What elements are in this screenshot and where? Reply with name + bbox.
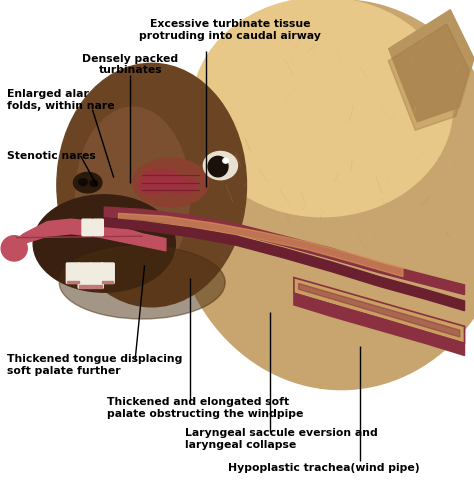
Ellipse shape [76,107,190,282]
Ellipse shape [164,177,197,193]
Polygon shape [5,219,166,256]
Ellipse shape [79,179,87,186]
FancyBboxPatch shape [90,263,103,288]
Ellipse shape [33,195,175,292]
Ellipse shape [1,236,27,261]
Text: Hypoplastic trachea(wind pipe): Hypoplastic trachea(wind pipe) [228,463,419,472]
Ellipse shape [171,0,474,390]
Text: Laryngeal saccule eversion and
laryngeal collapse: Laryngeal saccule eversion and laryngeal… [185,429,378,450]
Text: Thickened tongue displacing
soft palate further: Thickened tongue displacing soft palate … [7,355,182,376]
Ellipse shape [57,63,246,307]
Ellipse shape [90,180,98,187]
Polygon shape [294,278,465,343]
Polygon shape [389,10,474,122]
Ellipse shape [208,156,228,177]
Polygon shape [388,24,469,131]
Ellipse shape [223,158,228,163]
Bar [67,281,79,283]
FancyBboxPatch shape [93,219,103,236]
FancyBboxPatch shape [101,263,114,283]
FancyBboxPatch shape [66,263,80,283]
Text: Excessive turbinate tissue
protruding into caudal airway: Excessive turbinate tissue protruding in… [139,19,321,41]
Polygon shape [294,293,465,356]
Ellipse shape [142,169,180,189]
Text: Stenotic nares: Stenotic nares [7,151,96,161]
Ellipse shape [73,172,102,193]
Polygon shape [104,218,465,311]
Text: Densely packed
turbinates: Densely packed turbinates [82,54,178,75]
Ellipse shape [133,158,209,207]
Ellipse shape [192,0,453,217]
Polygon shape [118,213,403,277]
FancyBboxPatch shape [78,263,91,288]
Bar [91,285,102,288]
Bar [79,285,91,288]
Text: Thickened and elongated soft
palate obstructing the windpipe: Thickened and elongated soft palate obst… [107,397,303,419]
Polygon shape [299,283,460,337]
Text: Enlarged alar
folds, within nare: Enlarged alar folds, within nare [7,89,115,111]
Ellipse shape [137,178,166,194]
Ellipse shape [203,151,237,180]
Ellipse shape [59,246,225,319]
FancyBboxPatch shape [82,219,92,236]
Polygon shape [104,207,465,295]
Bar [102,281,113,283]
